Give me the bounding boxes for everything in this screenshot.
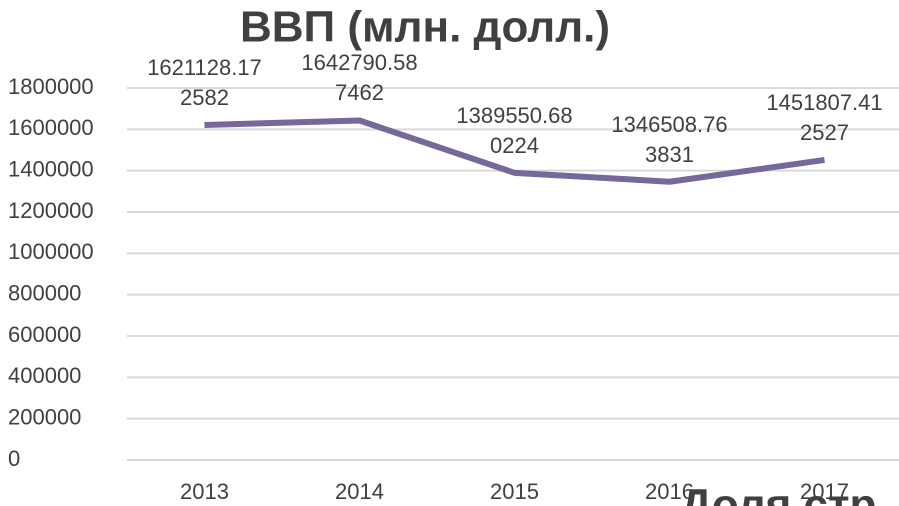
x-tick-label: 2017 — [800, 479, 849, 504]
x-tick-label: 2013 — [180, 479, 229, 504]
x-tick-label: 2016 — [645, 479, 694, 504]
y-tick-label: 1800000 — [8, 74, 94, 99]
line — [204, 117, 825, 185]
data-label: 1389550.680224 — [456, 102, 573, 158]
y-tick-label: 200000 — [8, 404, 81, 429]
x-tick-label: 2014 — [335, 479, 384, 504]
y-tick-label: 400000 — [8, 363, 81, 388]
data-label: 1621128.172582 — [147, 54, 262, 110]
data-label: 1451807.412527 — [766, 89, 883, 145]
y-tick-label: 1000000 — [8, 239, 94, 264]
data-label: 1346508.763831 — [611, 111, 728, 167]
data-label: 1642790.587462 — [301, 50, 418, 106]
chart-title: ВВП (млн. долл.) — [240, 3, 610, 52]
y-tick-label: 600000 — [8, 322, 81, 347]
next-chart-title: Доля стр — [680, 481, 876, 506]
y-tick-label: 800000 — [8, 280, 81, 305]
y-tick-label: 0 — [8, 446, 20, 471]
x-tick-label: 2015 — [490, 479, 539, 504]
y-tick-label: 1200000 — [8, 198, 94, 223]
y-tick-label: 1400000 — [8, 156, 94, 181]
y-tick-label: 1600000 — [8, 115, 94, 140]
